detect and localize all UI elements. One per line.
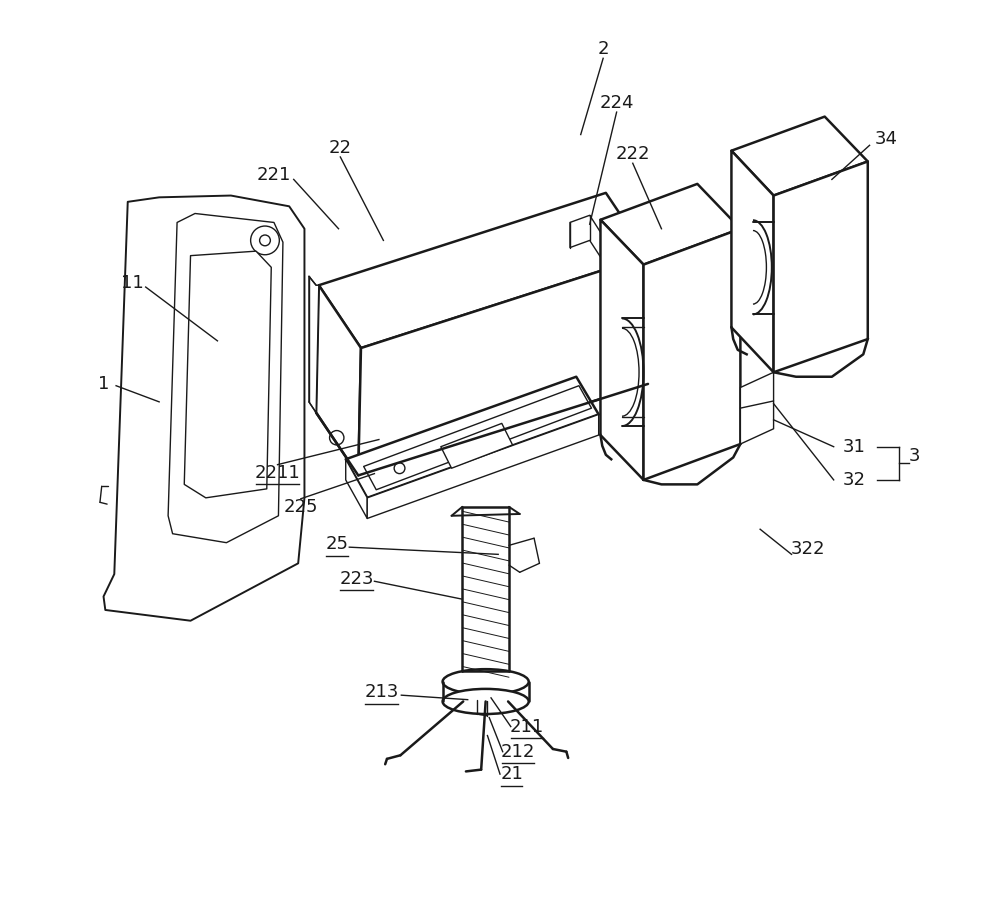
- Text: 212: 212: [501, 743, 535, 761]
- Polygon shape: [184, 251, 271, 498]
- Text: 34: 34: [874, 130, 897, 148]
- Text: 224: 224: [599, 94, 634, 112]
- Text: 225: 225: [284, 498, 318, 516]
- Polygon shape: [309, 276, 319, 413]
- Text: 221: 221: [257, 166, 291, 184]
- Polygon shape: [644, 229, 740, 480]
- Polygon shape: [600, 220, 644, 480]
- Text: 11: 11: [121, 274, 144, 292]
- Polygon shape: [740, 372, 774, 444]
- Text: 21: 21: [500, 765, 523, 783]
- Polygon shape: [104, 196, 304, 621]
- Polygon shape: [367, 414, 599, 518]
- Polygon shape: [168, 213, 283, 543]
- Ellipse shape: [443, 689, 529, 714]
- Text: 2211: 2211: [255, 464, 300, 482]
- Text: 213: 213: [364, 684, 399, 701]
- Text: 223: 223: [339, 570, 374, 588]
- Polygon shape: [731, 151, 774, 372]
- Polygon shape: [346, 377, 599, 498]
- Polygon shape: [441, 423, 513, 468]
- Text: 322: 322: [790, 540, 825, 558]
- Polygon shape: [600, 184, 740, 265]
- Text: 222: 222: [616, 145, 650, 163]
- Polygon shape: [774, 161, 868, 372]
- Polygon shape: [319, 193, 648, 348]
- Ellipse shape: [443, 669, 529, 694]
- Text: 3: 3: [909, 447, 920, 465]
- Polygon shape: [316, 285, 361, 475]
- Text: 1: 1: [98, 375, 109, 393]
- Polygon shape: [358, 256, 648, 475]
- Text: 2: 2: [597, 40, 609, 58]
- Polygon shape: [364, 386, 591, 490]
- Text: 22: 22: [329, 139, 352, 157]
- Text: 25: 25: [325, 536, 348, 553]
- Polygon shape: [570, 215, 609, 258]
- Text: 32: 32: [843, 471, 866, 489]
- Text: 31: 31: [843, 438, 866, 456]
- Text: 211: 211: [510, 718, 544, 736]
- Polygon shape: [731, 117, 868, 196]
- Polygon shape: [346, 459, 367, 518]
